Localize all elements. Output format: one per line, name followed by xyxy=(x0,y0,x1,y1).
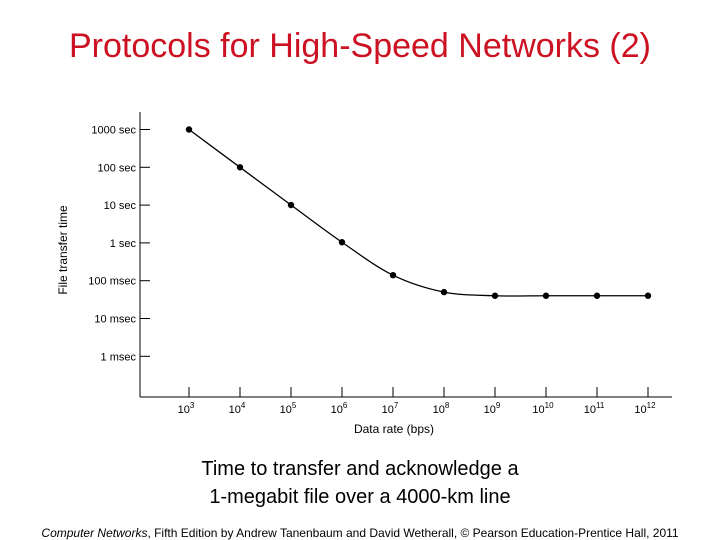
x-tick-label: 1012 xyxy=(634,401,656,416)
y-tick-label: 10 msec xyxy=(94,314,136,326)
caption-line-1: Time to transfer and acknowledge a xyxy=(201,458,519,480)
x-tick-label: 109 xyxy=(484,401,501,416)
y-tick-label: 10 sec xyxy=(104,200,137,212)
data-point xyxy=(440,288,448,296)
y-axis-label: File transfer time xyxy=(56,205,70,295)
transfer-time-line xyxy=(188,128,648,297)
credit-book-title: Computer Networks xyxy=(41,526,148,540)
slide-title: Protocols for High-Speed Networks (2) xyxy=(68,27,651,65)
y-tick-label: 1 msec xyxy=(101,351,137,363)
x-axis-label: Data rate (bps) xyxy=(354,422,434,436)
data-point xyxy=(491,292,499,299)
x-tick-label: 107 xyxy=(382,401,399,416)
x-tick-label: 1010 xyxy=(532,401,554,416)
y-tick-label: 100 sec xyxy=(97,162,136,174)
y-tick-label: 1 sec xyxy=(110,238,137,250)
data-point xyxy=(338,239,346,246)
data-point xyxy=(644,292,652,299)
data-point xyxy=(236,164,244,171)
data-point xyxy=(287,201,295,209)
data-point xyxy=(542,292,550,299)
caption-line-2: 1-megabit file over a 4000-km line xyxy=(209,486,511,508)
x-tick-label: 108 xyxy=(433,401,450,416)
y-tick-label: 1000 sec xyxy=(91,125,136,137)
x-tick-label: 103 xyxy=(178,401,195,416)
copyright-credit: Computer Networks, Fifth Edition by Andr… xyxy=(0,526,720,540)
x-tick-label: 104 xyxy=(229,401,246,416)
chart-ticks: 1000 sec 100 sec 10 sec 1 sec 100 msec 10 mse… xyxy=(88,125,656,417)
credit-text: , Fifth Edition by Andrew Tanenbaum and … xyxy=(147,526,679,540)
x-tick-label: 105 xyxy=(280,401,297,416)
data-point xyxy=(185,126,193,133)
y-tick-label: 100 msec xyxy=(88,276,136,288)
figure-caption: Time to transfer and acknowledge a 1-meg… xyxy=(0,455,720,511)
data-point xyxy=(389,271,397,279)
x-tick-label: 106 xyxy=(331,401,348,416)
data-point xyxy=(593,292,601,299)
chart-series xyxy=(185,126,652,299)
chart-axes xyxy=(139,112,672,398)
x-tick-label: 1011 xyxy=(584,401,605,416)
